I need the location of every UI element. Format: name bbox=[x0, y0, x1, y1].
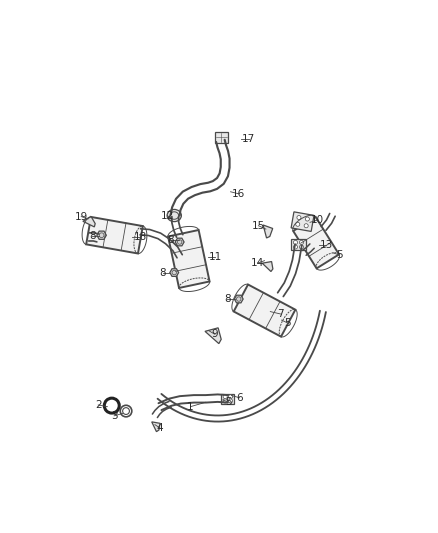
Polygon shape bbox=[86, 217, 143, 254]
Text: 17: 17 bbox=[242, 134, 255, 144]
Text: 15: 15 bbox=[252, 221, 265, 231]
Text: 5: 5 bbox=[226, 397, 232, 407]
Text: 19: 19 bbox=[74, 212, 88, 222]
Polygon shape bbox=[175, 238, 184, 246]
Polygon shape bbox=[168, 230, 209, 288]
Text: 7: 7 bbox=[277, 309, 284, 319]
Circle shape bbox=[293, 245, 297, 249]
Text: 8: 8 bbox=[159, 268, 166, 278]
Circle shape bbox=[305, 217, 309, 221]
Text: 5: 5 bbox=[336, 250, 343, 260]
Circle shape bbox=[300, 240, 304, 245]
Text: 8: 8 bbox=[89, 231, 95, 241]
Circle shape bbox=[229, 399, 233, 403]
Polygon shape bbox=[152, 422, 160, 432]
Text: 9: 9 bbox=[212, 329, 218, 340]
Circle shape bbox=[293, 240, 297, 245]
Polygon shape bbox=[234, 285, 295, 337]
Text: 4: 4 bbox=[157, 423, 163, 433]
Text: 1: 1 bbox=[187, 402, 194, 411]
Polygon shape bbox=[234, 295, 243, 303]
Circle shape bbox=[297, 215, 301, 220]
Polygon shape bbox=[291, 212, 314, 231]
Text: 11: 11 bbox=[208, 252, 222, 262]
Polygon shape bbox=[170, 269, 179, 277]
Text: 2: 2 bbox=[95, 400, 102, 410]
Circle shape bbox=[223, 394, 227, 399]
Text: 13: 13 bbox=[320, 240, 333, 250]
Text: 8: 8 bbox=[224, 294, 230, 304]
Text: 10: 10 bbox=[311, 215, 325, 225]
Text: 16: 16 bbox=[232, 189, 245, 199]
Circle shape bbox=[304, 224, 308, 228]
Text: 12: 12 bbox=[161, 211, 174, 221]
Polygon shape bbox=[291, 239, 306, 250]
Polygon shape bbox=[97, 231, 106, 239]
Text: 6: 6 bbox=[237, 393, 243, 403]
Polygon shape bbox=[205, 328, 221, 344]
Text: 18: 18 bbox=[134, 232, 147, 242]
Polygon shape bbox=[263, 225, 273, 238]
Text: 5: 5 bbox=[284, 318, 290, 328]
Circle shape bbox=[300, 245, 304, 249]
Text: 3: 3 bbox=[111, 411, 117, 421]
Ellipse shape bbox=[167, 209, 181, 222]
Polygon shape bbox=[222, 394, 234, 404]
Text: 8: 8 bbox=[167, 235, 174, 245]
Circle shape bbox=[223, 399, 227, 403]
Circle shape bbox=[229, 394, 233, 399]
Text: 14: 14 bbox=[251, 258, 265, 268]
Polygon shape bbox=[262, 262, 273, 271]
FancyBboxPatch shape bbox=[215, 132, 227, 142]
Polygon shape bbox=[293, 217, 339, 269]
Circle shape bbox=[296, 222, 300, 227]
Polygon shape bbox=[83, 216, 95, 227]
